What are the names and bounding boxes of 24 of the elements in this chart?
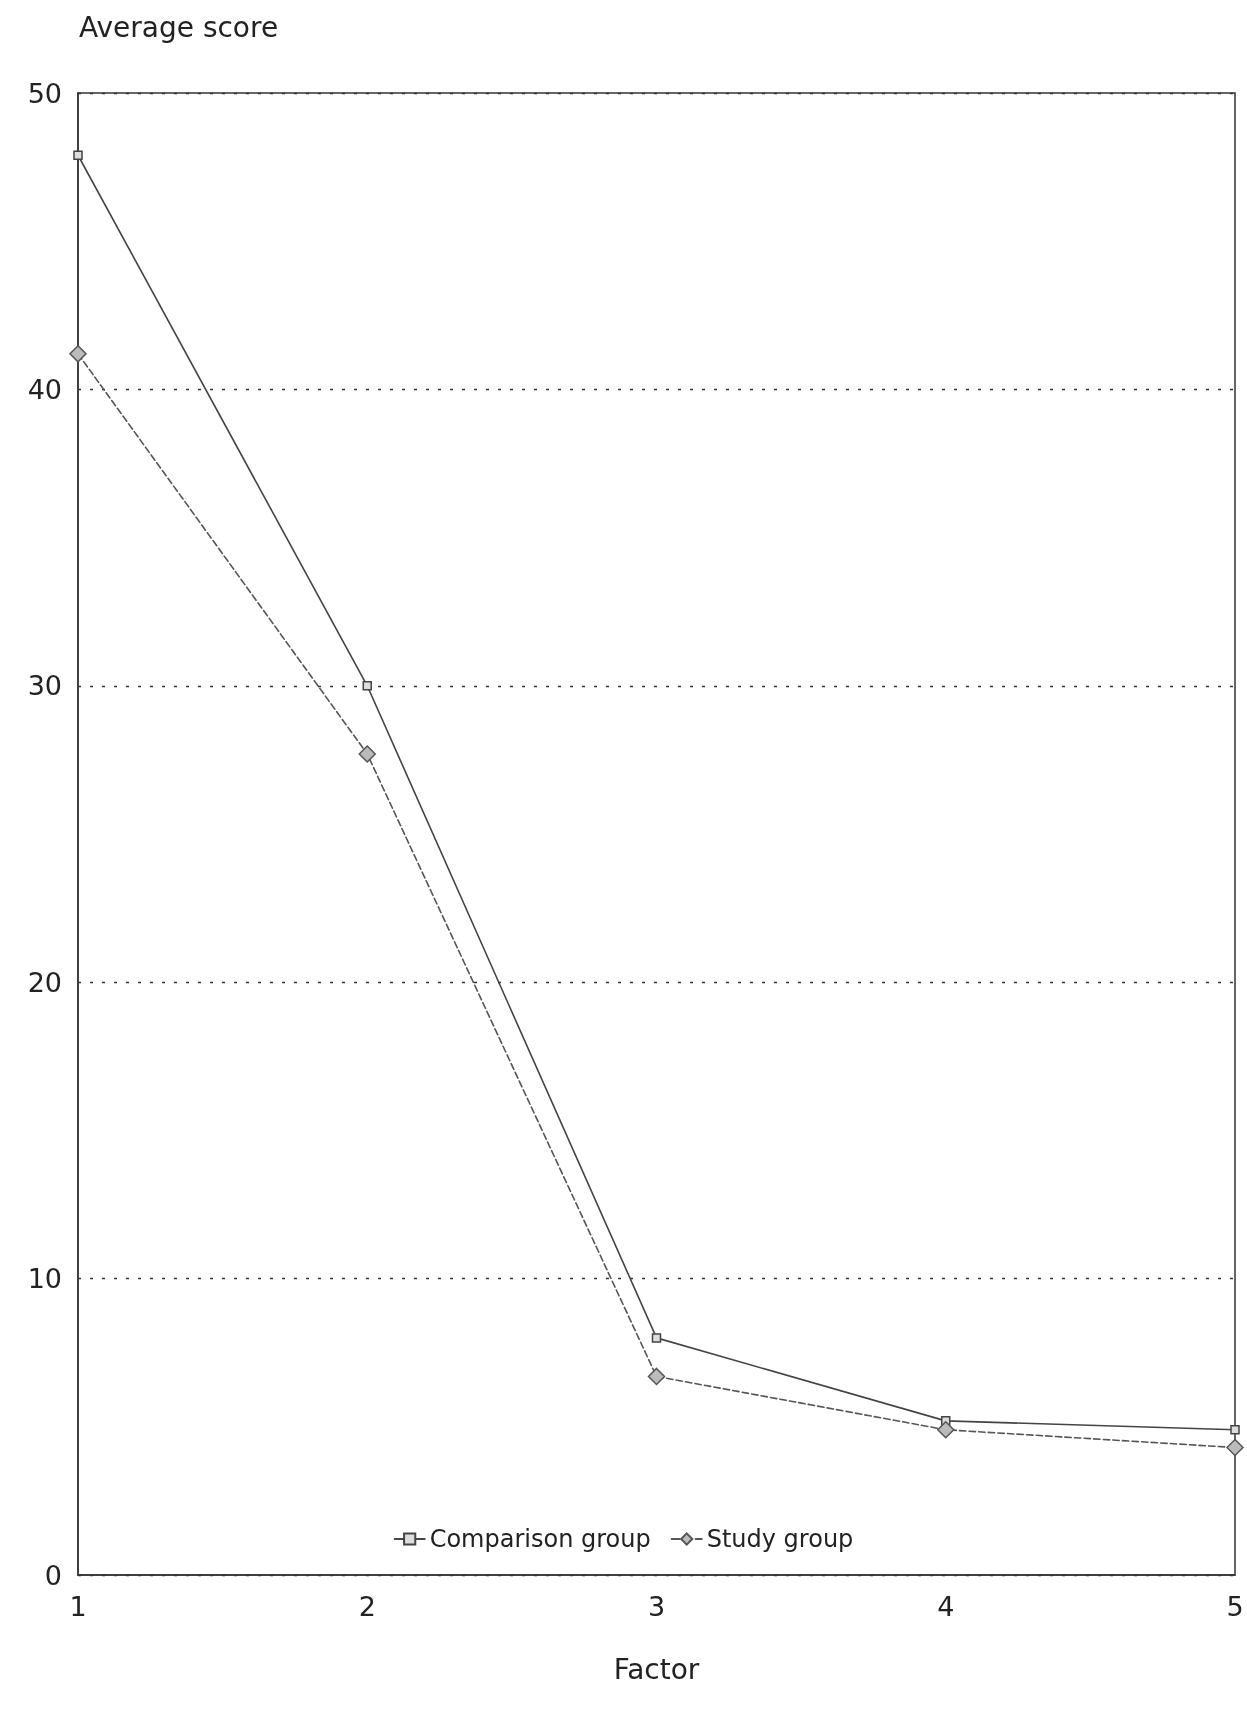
point: [69, 345, 87, 363]
x-tick-label: 1: [69, 1591, 87, 1622]
legend-label: Study group: [706, 1525, 854, 1553]
point: [647, 1367, 666, 1386]
point: [73, 150, 83, 160]
point: [358, 745, 376, 763]
x-axis-title: Factor: [613, 1652, 700, 1686]
y-tick-label: 40: [27, 373, 62, 405]
point: [362, 681, 372, 691]
y-tick-label: 20: [27, 966, 62, 998]
point: [937, 1421, 955, 1439]
y-tick-label: 50: [27, 77, 62, 109]
point: [651, 1333, 662, 1343]
x-tick-label: 2: [358, 1591, 376, 1622]
point: [1226, 1438, 1244, 1457]
y-tick-label: 30: [27, 670, 62, 702]
point: [1230, 1425, 1240, 1435]
x-tick-label: 4: [937, 1591, 955, 1622]
x-tick-label: 3: [647, 1591, 666, 1622]
y-tick-label: 10: [27, 1263, 62, 1295]
legend-label: Comparison group: [429, 1525, 651, 1553]
x-tick-label: 5: [1226, 1591, 1244, 1622]
y-tick-label: 0: [44, 1559, 62, 1591]
y-axis-title: Average score: [79, 10, 279, 44]
